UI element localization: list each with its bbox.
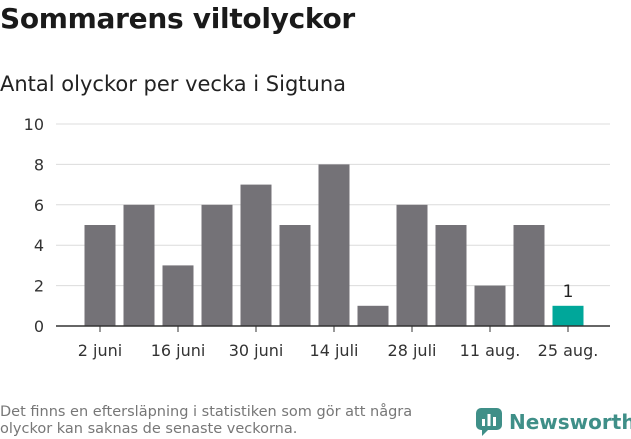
bar	[474, 285, 506, 326]
y-tick-label: 2	[34, 277, 44, 296]
footnote: Det finns en eftersläpning i statistiken…	[0, 404, 413, 437]
bar	[162, 265, 194, 326]
y-tick-label: 8	[34, 155, 44, 174]
bar	[279, 225, 311, 326]
bar	[84, 225, 116, 326]
newsworthy-logo-icon	[476, 408, 502, 436]
x-tick-label: 28 juli	[388, 341, 437, 360]
x-tick-label: 25 aug.	[538, 341, 599, 360]
x-tick-label: 16 juni	[151, 341, 206, 360]
bar	[318, 164, 350, 326]
bar	[201, 204, 233, 326]
bar-highlight	[552, 305, 584, 326]
chart-subtitle: Antal olyckor per vecka i Sigtuna	[0, 72, 347, 96]
x-tick-label: 2 juni	[78, 341, 122, 360]
bar	[396, 204, 428, 326]
y-tick-label: 10	[24, 115, 44, 134]
data-label: 1	[563, 282, 574, 302]
bar	[123, 204, 155, 326]
bar	[513, 225, 545, 326]
y-tick-label: 4	[34, 236, 44, 255]
bar	[240, 184, 272, 326]
chart-title: Sommarens viltolyckor	[0, 2, 355, 35]
brand-name: Newsworthy	[509, 410, 631, 434]
bar	[357, 305, 389, 326]
x-tick-label: 11 aug.	[460, 341, 521, 360]
brand: Newsworthy	[476, 408, 631, 436]
y-tick-label: 6	[34, 196, 44, 215]
x-tick-label: 14 juli	[310, 341, 359, 360]
bar	[435, 225, 467, 326]
x-tick-label: 30 juni	[229, 341, 284, 360]
y-tick-label: 0	[34, 317, 44, 336]
